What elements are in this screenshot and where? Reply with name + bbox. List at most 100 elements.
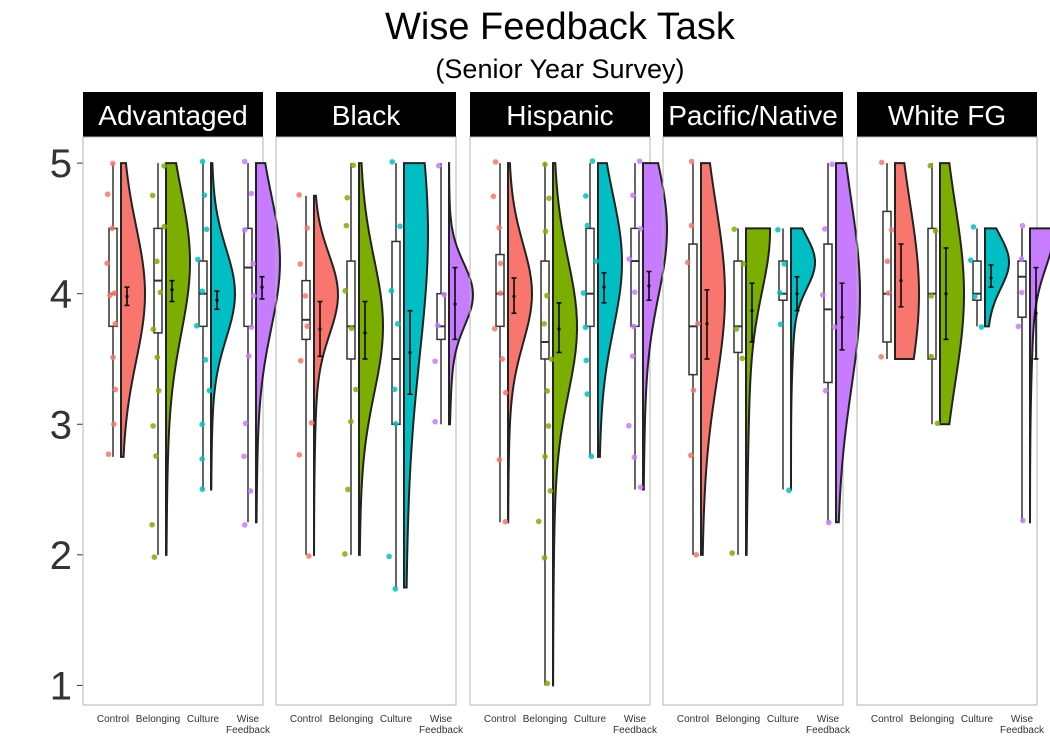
data-point (386, 553, 392, 560)
violin-half (358, 162, 385, 556)
data-point (631, 289, 638, 295)
violin-half (894, 162, 921, 360)
y-axis: 1 2 3 4 5 (50, 142, 83, 708)
mean-point (260, 285, 264, 289)
data-point (241, 158, 248, 165)
data-point (245, 353, 252, 359)
data-point (151, 554, 158, 560)
data-point (631, 454, 638, 461)
facet-strip-label: Hispanic (506, 100, 613, 131)
data-point (304, 323, 311, 329)
data-point (248, 324, 255, 330)
data-point (251, 293, 257, 299)
violin-half (448, 162, 475, 426)
mean-point (1034, 311, 1038, 315)
box (301, 279, 311, 341)
x-tick-label: Control (677, 714, 709, 725)
data-point (688, 158, 695, 165)
data-point (392, 420, 399, 427)
data-point (199, 486, 206, 492)
facet-strip (857, 92, 1037, 137)
mean-point (512, 294, 516, 298)
violin-half (642, 162, 669, 491)
data-point (161, 163, 167, 169)
data-point (775, 226, 781, 233)
data-point (104, 191, 111, 198)
x-tick-label: Wise (237, 714, 260, 725)
data-point (740, 260, 747, 267)
mean-point (899, 279, 903, 283)
data-point (149, 521, 155, 528)
condition-group (149, 162, 192, 560)
data-point (302, 293, 309, 299)
data-point (583, 193, 589, 199)
data-point (542, 228, 549, 235)
data-point (729, 550, 736, 556)
data-point (502, 389, 509, 396)
mean-point (215, 298, 219, 302)
mean-point (647, 284, 651, 288)
data-point (150, 423, 156, 429)
data-point (781, 261, 788, 267)
mean-point (408, 350, 412, 355)
y-tick-label: 4 (50, 273, 72, 317)
data-point (690, 387, 697, 394)
y-tick-label: 1 (50, 664, 72, 708)
condition-group (241, 158, 282, 528)
data-point (593, 258, 600, 264)
data-point (878, 159, 885, 166)
data-point (927, 162, 934, 169)
data-point (154, 354, 161, 361)
data-point (153, 453, 159, 459)
data-point (348, 325, 355, 332)
data-point (434, 322, 441, 329)
data-point (497, 290, 504, 297)
box (346, 260, 356, 360)
data-point (822, 387, 829, 394)
data-point (111, 290, 118, 296)
data-point (545, 423, 552, 429)
data-point (695, 320, 701, 327)
data-point (247, 488, 254, 494)
x-tick-label: Feedback (1000, 725, 1045, 736)
data-point (544, 292, 550, 299)
mean-point (840, 315, 844, 319)
data-point (535, 518, 542, 525)
data-point (629, 353, 636, 359)
x-tick-label: Wise (430, 714, 453, 725)
data-point (582, 324, 589, 331)
data-point (777, 290, 783, 296)
condition-group (927, 162, 966, 427)
data-point (199, 158, 206, 165)
facet-strip (470, 92, 650, 137)
y-tick-label: 3 (50, 403, 72, 447)
data-point (541, 320, 547, 327)
data-point (111, 421, 117, 427)
x-tick-label: Culture (187, 714, 220, 725)
mean-point (557, 327, 561, 331)
box (972, 260, 982, 301)
data-point (541, 554, 548, 561)
data-point (441, 291, 447, 298)
data-point (110, 160, 116, 167)
condition-group (729, 226, 772, 556)
data-point (193, 323, 200, 329)
box (108, 227, 118, 328)
mean-point (170, 288, 174, 292)
facet-strip-label: Pacific/Native (668, 100, 838, 131)
x-tick-label: Control (290, 714, 322, 725)
data-point (242, 420, 249, 427)
data-point (296, 192, 302, 198)
data-point (589, 158, 596, 164)
data-point (637, 226, 644, 232)
data-point (350, 162, 357, 169)
data-point (345, 486, 351, 493)
data-point (435, 162, 442, 169)
data-point (344, 194, 351, 201)
box (391, 240, 401, 426)
panel-border (82, 136, 264, 706)
data-point (308, 420, 315, 426)
x-tick-label: Wise (1011, 714, 1034, 725)
data-point (825, 519, 832, 526)
